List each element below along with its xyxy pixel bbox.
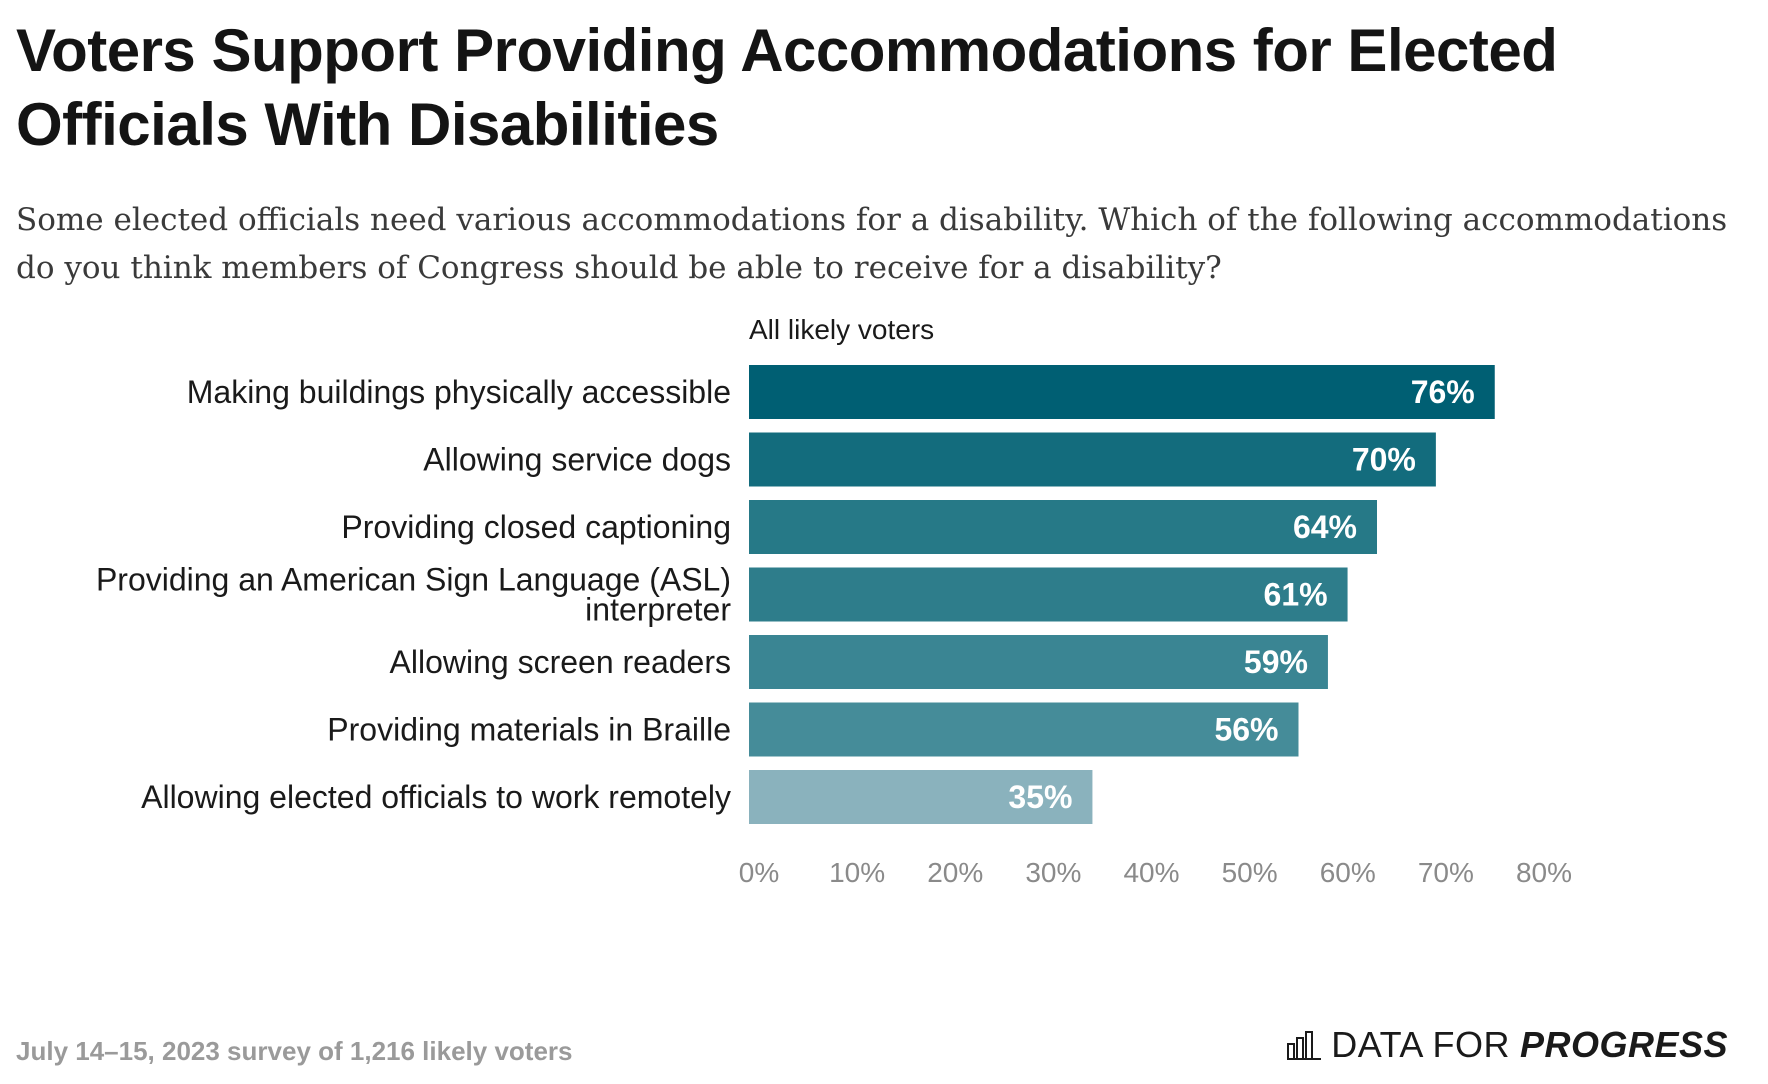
x-tick-label: 0% <box>739 857 779 888</box>
category-label: Providing an American Sign Language (ASL… <box>96 562 731 628</box>
value-label: 70% <box>1352 442 1416 478</box>
chart-subtitle: Some elected officials need various acco… <box>16 202 1728 286</box>
category-label: Providing materials in Braille <box>327 712 731 748</box>
value-label: 64% <box>1293 509 1357 545</box>
category-label: Providing closed captioning <box>341 509 731 545</box>
category-label: Allowing service dogs <box>423 442 731 478</box>
category-label: Allowing screen readers <box>390 644 732 680</box>
x-tick-label: 80% <box>1516 857 1572 888</box>
bar <box>749 432 1436 487</box>
value-label: 59% <box>1244 644 1308 680</box>
bar <box>749 500 1377 554</box>
brand-prefix: DATA FOR <box>1331 1024 1510 1065</box>
x-tick-label: 50% <box>1222 857 1278 888</box>
x-tick-label: 10% <box>829 857 885 888</box>
source-note: July 14–15, 2023 survey of 1,216 likely … <box>16 1036 573 1066</box>
x-tick-label: 40% <box>1123 857 1179 888</box>
series-label: All likely voters <box>749 314 934 345</box>
bar-chart-logo-icon <box>1287 1031 1322 1060</box>
value-label: 35% <box>1008 779 1072 815</box>
category-label: Allowing elected officials to work remot… <box>141 779 731 815</box>
bar <box>749 567 1348 622</box>
x-tick-label: 70% <box>1418 857 1474 888</box>
brand-emphasis: PROGRESS <box>1519 1024 1728 1065</box>
x-tick-label: 20% <box>927 857 983 888</box>
value-label: 56% <box>1214 712 1278 748</box>
bar <box>749 635 1328 689</box>
chart-title: Voters Support Providing Accommodations … <box>16 17 1558 158</box>
category-label: Making buildings physically accessible <box>187 374 731 410</box>
value-label: 76% <box>1411 374 1475 410</box>
bar <box>749 365 1495 419</box>
x-tick-label: 60% <box>1320 857 1376 888</box>
x-tick-label: 30% <box>1025 857 1081 888</box>
brand-logo: DATA FOR PROGRESS <box>1287 1024 1728 1066</box>
bar <box>749 702 1299 757</box>
value-label: 61% <box>1264 577 1328 613</box>
bar <box>749 770 1093 824</box>
